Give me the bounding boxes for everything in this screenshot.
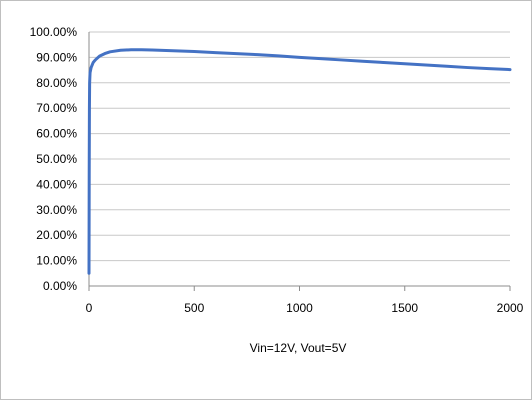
y-tick-label: 30.00%	[36, 203, 77, 217]
x-axis-label: Vin=12V, Vout=5V	[250, 341, 347, 355]
x-tick-label: 2000	[497, 301, 524, 315]
efficiency-series-line	[87, 48, 512, 275]
y-tick-labels: 0.00% 10.00% 20.00% 30.00% 40.00% 50.00% 60.00…	[30, 25, 78, 293]
x-tick-labels: 0 500 1000 1500 2000	[86, 301, 524, 315]
y-tick-label: 20.00%	[36, 228, 77, 242]
y-tick-label: 50.00%	[36, 152, 77, 166]
y-tick-label: 0.00%	[43, 279, 77, 293]
series-group	[87, 48, 512, 275]
y-tick-label: 40.00%	[36, 177, 77, 191]
x-tick-label: 1500	[391, 301, 418, 315]
y-tick-label: 60.00%	[36, 127, 77, 141]
x-tick-label: 500	[184, 301, 204, 315]
y-tick-label: 90.00%	[36, 50, 77, 64]
x-tick-label: 1000	[286, 301, 313, 315]
y-tick-label: 80.00%	[36, 76, 77, 90]
y-tick-label: 100.00%	[30, 25, 78, 39]
y-tick-label: 70.00%	[36, 101, 77, 115]
y-tick-label: 10.00%	[36, 254, 77, 268]
axes	[88, 32, 511, 291]
x-tick-label: 0	[86, 301, 93, 315]
